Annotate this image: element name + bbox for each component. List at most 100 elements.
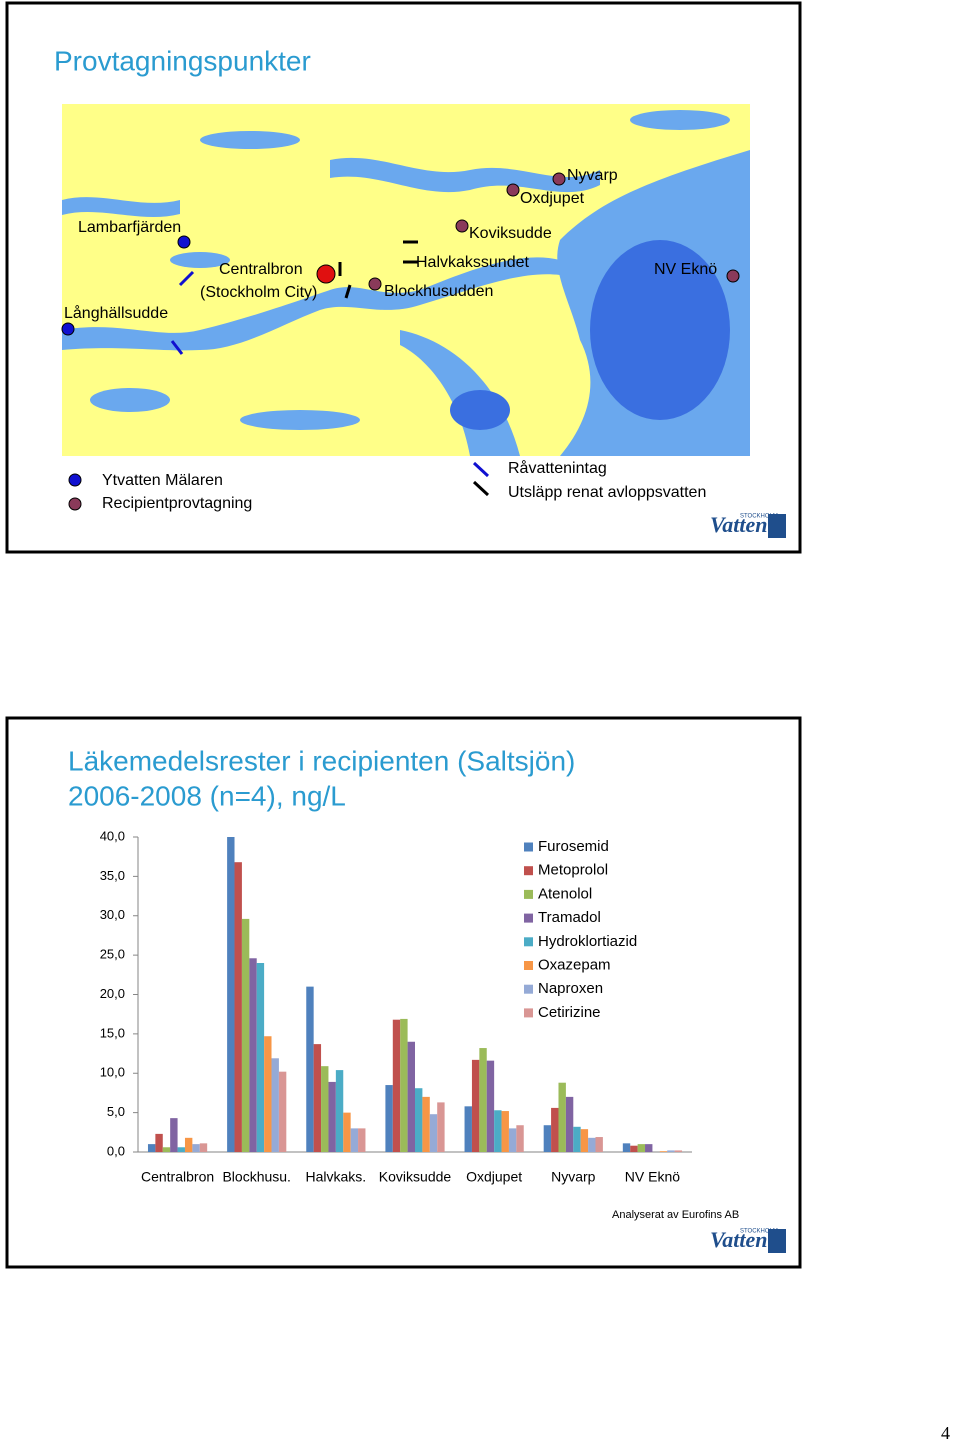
bar bbox=[170, 1118, 178, 1152]
page-number: 4 bbox=[941, 1423, 950, 1443]
bar bbox=[264, 1036, 272, 1152]
place-label: Centralbron bbox=[219, 261, 303, 278]
bar bbox=[637, 1144, 646, 1152]
bar bbox=[580, 1129, 589, 1152]
legend-label: Utsläpp renat avloppsvatten bbox=[508, 484, 706, 501]
bar bbox=[184, 1137, 193, 1152]
legend-swatch bbox=[524, 866, 533, 876]
bar bbox=[147, 1144, 156, 1152]
legend-label: Hydroklortiazid bbox=[538, 933, 637, 950]
bar bbox=[622, 1143, 631, 1152]
bar bbox=[595, 1137, 603, 1152]
place-label: (Stockholm City) bbox=[200, 284, 317, 301]
bar bbox=[486, 1060, 495, 1152]
x-tick-label: Nyvarp bbox=[551, 1169, 596, 1185]
legend-label: Furosemid bbox=[538, 838, 609, 855]
bar bbox=[313, 1044, 322, 1152]
source-note: Analyserat av Eurofins AB bbox=[612, 1209, 739, 1221]
legend-swatch bbox=[524, 961, 533, 970]
bar bbox=[271, 1058, 279, 1152]
y-tick-label: 0,0 bbox=[107, 1143, 125, 1158]
legend-swatch bbox=[524, 984, 533, 994]
place-label: Nyvarp bbox=[567, 167, 618, 184]
legend-swatch bbox=[524, 937, 533, 947]
place-label: Oxdjupet bbox=[520, 190, 585, 207]
legend-swatch bbox=[524, 889, 533, 899]
place-label: Halvkakssundet bbox=[416, 254, 530, 271]
bar bbox=[471, 1059, 480, 1152]
legend-label: Atenolol bbox=[538, 885, 592, 902]
bar bbox=[659, 1151, 668, 1152]
legend-label: Oxazepam bbox=[538, 956, 611, 973]
bar bbox=[415, 1088, 423, 1152]
bar bbox=[278, 1071, 287, 1152]
x-tick-label: Koviksudde bbox=[379, 1169, 452, 1185]
legend-label: Recipientprovtagning bbox=[102, 495, 252, 512]
slide-frame bbox=[5, 716, 802, 1269]
place-label: Långhällsudde bbox=[64, 304, 168, 322]
legend-label: Råvattenintag bbox=[508, 459, 607, 477]
legend-swatch bbox=[524, 1008, 533, 1018]
legend-label: Metoprolol bbox=[538, 862, 608, 879]
y-tick-label: 35,0 bbox=[100, 868, 125, 883]
bar bbox=[162, 1147, 171, 1152]
chart-subtitle: 2006-2008 (n=4), ng/L bbox=[68, 780, 346, 811]
bar bbox=[558, 1082, 566, 1152]
logo-text: Vatten bbox=[710, 1227, 767, 1252]
bar bbox=[588, 1137, 596, 1152]
bar bbox=[321, 1066, 329, 1152]
legend-swatch bbox=[524, 842, 533, 852]
logo-text: Vatten bbox=[710, 512, 767, 537]
y-tick-label: 15,0 bbox=[100, 1025, 125, 1040]
y-tick-label: 5,0 bbox=[107, 1104, 125, 1119]
bar bbox=[573, 1126, 581, 1152]
bar bbox=[645, 1144, 653, 1152]
chart-title: Läkemedelsrester i recipienten (Saltsjön… bbox=[68, 745, 575, 776]
x-tick-label: Blockhusu. bbox=[222, 1169, 290, 1185]
y-tick-label: 25,0 bbox=[100, 947, 125, 962]
bar bbox=[343, 1112, 351, 1152]
bar bbox=[177, 1147, 185, 1152]
bar bbox=[256, 963, 265, 1152]
bar bbox=[630, 1145, 638, 1152]
bar bbox=[249, 958, 257, 1152]
legend-label: Cetirizine bbox=[538, 1004, 601, 1021]
place-label: Koviksudde bbox=[469, 225, 552, 242]
bar bbox=[241, 918, 250, 1152]
map-legend: Ytvatten Mälaren Recipientprovtagning Rå… bbox=[68, 459, 706, 512]
bar bbox=[479, 1048, 487, 1152]
x-tick-label: NV Eknö bbox=[625, 1169, 680, 1185]
bar bbox=[407, 1041, 415, 1152]
bar bbox=[335, 1070, 344, 1152]
bar bbox=[543, 1125, 552, 1152]
bar bbox=[392, 1019, 401, 1152]
slide-title: Provtagningspunkter bbox=[54, 45, 311, 76]
bar bbox=[422, 1096, 430, 1152]
bar bbox=[306, 986, 314, 1152]
place-label: Lambarfjärden bbox=[78, 219, 181, 236]
bar bbox=[192, 1144, 200, 1152]
y-tick-label: 10,0 bbox=[100, 1065, 125, 1080]
place-label: Blockhusudden bbox=[384, 283, 493, 300]
legend-swatch bbox=[524, 913, 533, 923]
legend-label: Ytvatten Mälaren bbox=[102, 472, 223, 489]
bar bbox=[400, 1018, 408, 1152]
bar bbox=[199, 1143, 208, 1152]
bar bbox=[437, 1102, 445, 1152]
bar bbox=[234, 862, 242, 1152]
y-tick-label: 20,0 bbox=[100, 986, 125, 1001]
bar bbox=[328, 1081, 336, 1152]
logo: STOCKHOLM Vatten bbox=[710, 1227, 786, 1253]
logo-text: STOCKHOLM bbox=[740, 514, 778, 520]
legend-label: Tramadol bbox=[538, 909, 601, 926]
place-label: NV Eknö bbox=[654, 261, 717, 278]
map: Lambarfjärden Centralbron (Stockholm Cit… bbox=[61, 104, 750, 456]
bar bbox=[565, 1096, 574, 1152]
bar bbox=[350, 1128, 359, 1152]
legend-label: Naproxen bbox=[538, 980, 603, 997]
bar bbox=[429, 1114, 438, 1152]
bar bbox=[358, 1128, 366, 1152]
bar bbox=[227, 837, 235, 1152]
bar bbox=[494, 1110, 502, 1152]
x-tick-label: Centralbron bbox=[141, 1169, 214, 1185]
